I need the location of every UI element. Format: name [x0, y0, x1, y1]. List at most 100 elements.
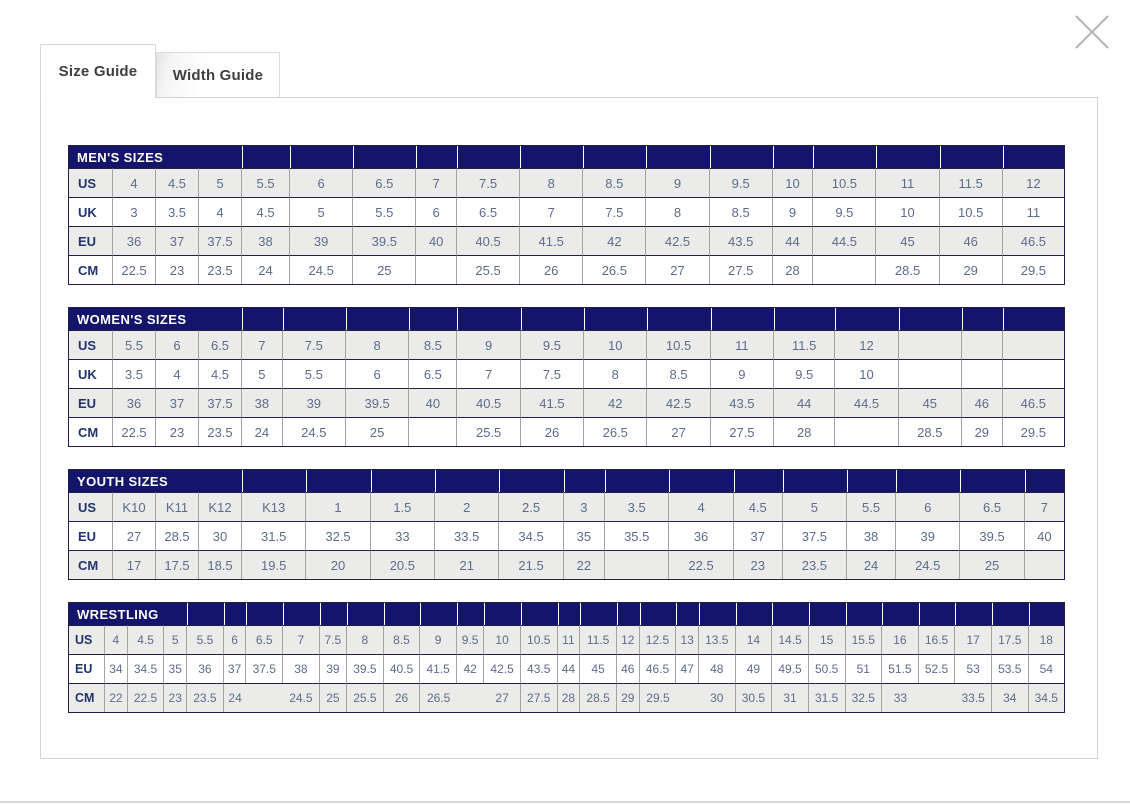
size-cell: 9.5 — [520, 330, 585, 359]
size-cell: 4.5 — [242, 197, 291, 226]
size-cell: 35.5 — [605, 521, 670, 550]
size-cell: 39.5 — [345, 388, 410, 417]
header-spacer-cell — [370, 470, 436, 492]
size-cell: 46 — [939, 226, 1003, 255]
size-cell: 49 — [735, 654, 773, 683]
size-cell: 28.5 — [898, 417, 962, 446]
header-spacer-cell — [646, 146, 710, 168]
size-cell: 21.5 — [499, 550, 564, 579]
size-cell — [898, 330, 962, 359]
size-cell: 6.5 — [199, 330, 242, 359]
size-cell: 7.5 — [520, 359, 585, 388]
size-cell: 23 — [156, 255, 199, 284]
size-cell: 22 — [563, 550, 606, 579]
size-cell: 36 — [113, 226, 156, 255]
page-bottom-divider — [0, 801, 1130, 803]
size-row-cm: CM 22.5 23 23.5 24 24.5 25 25.5 26 26.5 27 27.5 28 28… — [69, 255, 1064, 284]
tab-size-guide[interactable]: Size Guide — [40, 44, 156, 98]
size-cell: 34 — [992, 683, 1029, 712]
size-cell: 44.5 — [835, 388, 899, 417]
size-cell: 30 — [699, 683, 736, 712]
size-cell: 5.5 — [187, 625, 224, 654]
size-cell: K13 — [242, 492, 307, 521]
header-spacer-cell — [710, 308, 775, 330]
size-cell: K10 — [113, 492, 156, 521]
size-cell: 39.5 — [353, 226, 417, 255]
size-cell: 6 — [416, 197, 457, 226]
size-cell: 38 — [242, 226, 291, 255]
size-cell — [246, 683, 284, 712]
size-cell — [961, 359, 1003, 388]
size-cell: 10 — [584, 330, 648, 359]
size-cell: 26.5 — [584, 417, 648, 446]
size-cell: 1 — [306, 492, 371, 521]
size-cell: 27 — [647, 417, 711, 446]
close-button[interactable] — [1070, 10, 1114, 54]
size-cell: 16.5 — [918, 625, 956, 654]
size-cell: 29.5 — [1002, 417, 1064, 446]
size-cell: 37.5 — [199, 388, 242, 417]
header-spacer-cell — [813, 146, 877, 168]
size-cell: 43.5 — [709, 226, 773, 255]
row-label: US — [69, 168, 113, 197]
header-spacer-cell — [223, 603, 247, 625]
size-cell: 36 — [669, 521, 734, 550]
row-label: UK — [69, 359, 113, 388]
header-spacer-cell — [557, 603, 581, 625]
size-cell: 18.5 — [199, 550, 242, 579]
size-cell: 5 — [242, 359, 283, 388]
size-cell: 23.5 — [199, 417, 242, 446]
size-cell: 4.5 — [733, 492, 783, 521]
size-cell: 18 — [1028, 625, 1064, 654]
size-cell: 25 — [345, 417, 410, 446]
size-cell: 2 — [435, 492, 500, 521]
size-cell: 11.5 — [580, 625, 617, 654]
header-spacer-cell — [845, 603, 883, 625]
size-row-cm: CM 22 22.5 23 23.5 24 24.5 25 25.5 26 26.5 27 27.5 28… — [69, 683, 1064, 712]
size-cell: 4 — [199, 197, 242, 226]
header-spacer-cell — [457, 308, 521, 330]
header-spacer-cell — [676, 603, 699, 625]
size-cell — [409, 417, 458, 446]
size-cell: 29.5 — [1002, 255, 1064, 284]
size-cell: 24 — [242, 417, 283, 446]
size-cell: 5.5 — [242, 168, 291, 197]
size-cell — [605, 550, 670, 579]
header-spacer-cell — [709, 146, 773, 168]
size-cell: 22 — [105, 683, 128, 712]
header-spacer-cell — [918, 603, 956, 625]
size-cell: 24.5 — [282, 417, 346, 446]
size-cell — [813, 255, 877, 284]
size-cell: 22.5 — [669, 550, 734, 579]
header-spacer-cell — [242, 470, 307, 492]
size-cell: 8 — [345, 330, 410, 359]
tab-width-guide[interactable]: Width Guide — [156, 52, 280, 97]
size-cell: 27 — [484, 683, 521, 712]
size-table-womens: WOMEN'S SIZES US 5.5 6 6.5 7 7.5 8 8.5 9 9.5 10 10.5… — [68, 307, 1065, 447]
size-cell: 28.5 — [876, 255, 940, 284]
size-cell: 27.5 — [709, 255, 773, 284]
size-cell: 12 — [835, 330, 899, 359]
header-spacer-cell — [808, 603, 846, 625]
header-spacer-cell — [882, 603, 919, 625]
header-spacer-cell — [456, 603, 485, 625]
header-spacer-cell — [735, 603, 773, 625]
size-cell: 43.5 — [520, 654, 558, 683]
size-cell: 20.5 — [370, 550, 436, 579]
size-cell: 8.5 — [647, 359, 711, 388]
header-spacer-cell — [242, 308, 283, 330]
size-row-cm: CM 17 17.5 18.5 19.5 20 20.5 21 21.5 22 22.5 23 23.5… — [69, 550, 1064, 579]
size-cell: 7 — [242, 330, 283, 359]
row-label: CM — [69, 417, 113, 446]
size-cell: 28.5 — [156, 521, 199, 550]
size-cell: 4.5 — [199, 359, 242, 388]
header-spacer-cell — [520, 308, 585, 330]
size-cell: 12 — [1002, 168, 1064, 197]
size-cell: 10.5 — [520, 625, 558, 654]
header-spacer-cell — [283, 603, 320, 625]
size-cell: 37 — [156, 226, 199, 255]
row-label: US — [69, 330, 113, 359]
size-cell: 6 — [223, 625, 247, 654]
size-cell: 38 — [242, 388, 283, 417]
header-spacer-cell — [563, 470, 606, 492]
